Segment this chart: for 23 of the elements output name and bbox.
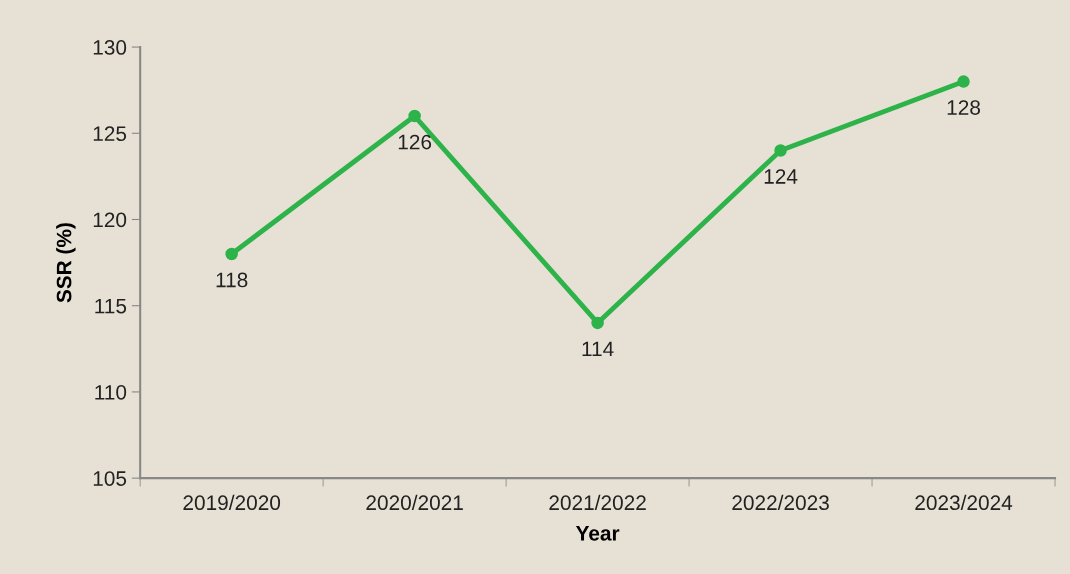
- point: [957, 75, 970, 88]
- data-label: 126: [398, 134, 432, 150]
- x-tick-label: 2022/2023: [732, 494, 829, 511]
- y-tick-label: 120: [93, 212, 127, 228]
- y-tick-label: 125: [93, 126, 127, 142]
- data-label: 118: [216, 272, 248, 288]
- x-tick-label: 2021/2022: [549, 494, 646, 511]
- point: [774, 144, 787, 157]
- point: [408, 109, 421, 123]
- x-axis-title: Year: [575, 526, 620, 541]
- y-tick-label: 115: [95, 298, 127, 314]
- y-tick-label: 130: [93, 40, 127, 55]
- point: [225, 247, 238, 261]
- y-axis-title: SSR (%): [56, 223, 76, 303]
- point: [591, 316, 604, 330]
- x-tick-label: 2020/2021: [366, 494, 463, 511]
- x-tick-label: 2023/2024: [915, 494, 1013, 511]
- x-tick-label: 2019/2020: [183, 494, 281, 511]
- data-label: 128: [947, 100, 981, 115]
- y-tick-label: 105: [93, 471, 127, 486]
- y-tick-label: 110: [95, 384, 127, 400]
- data-label: 124: [764, 169, 798, 184]
- data-label: 114: [582, 341, 614, 357]
